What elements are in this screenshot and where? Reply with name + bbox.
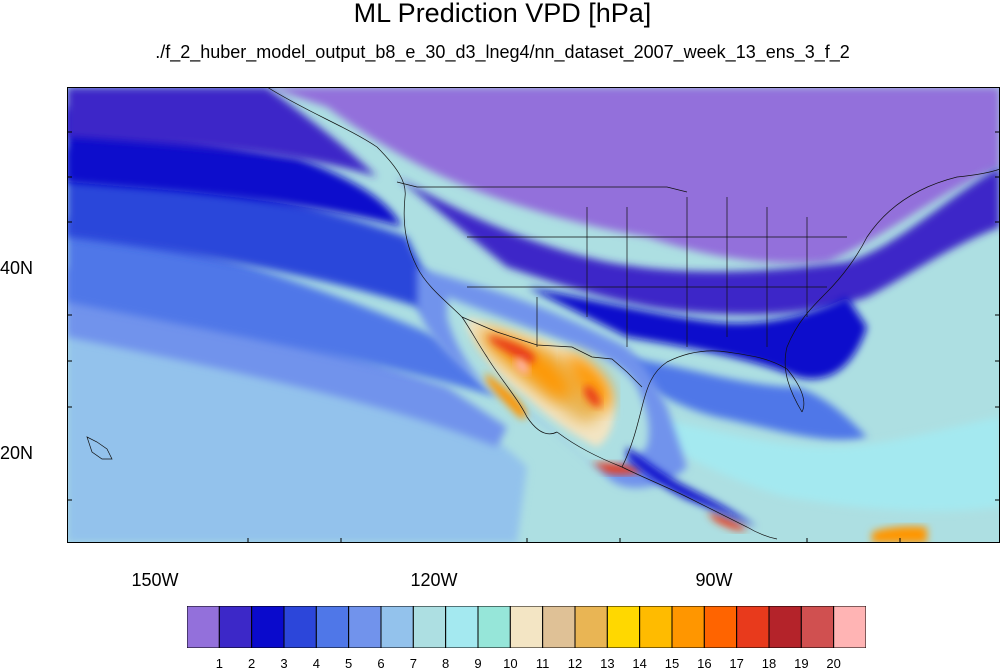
ocean-band-4 <box>67 217 497 397</box>
land-band-5 <box>627 357 867 440</box>
colorbar-tick-label: 15 <box>664 656 680 671</box>
minor-ticks <box>67 131 1000 543</box>
colorbar-swatch <box>348 606 382 648</box>
colorbar-tick-label: 11 <box>535 656 550 671</box>
colorbar-tick-label: 14 <box>632 656 647 671</box>
mexico-plateau-band <box>567 352 612 410</box>
north-high-region <box>267 87 1000 264</box>
lat-label-20n: 20N <box>0 443 34 463</box>
colorbar-tick-label: 4 <box>312 656 320 671</box>
colorbar-swatch <box>315 606 350 648</box>
colorbar-tick-label: 13 <box>600 656 615 671</box>
colorbar-tick-label: 10 <box>503 656 518 671</box>
colorbar-swatch <box>768 606 802 648</box>
land-band-3 <box>527 287 867 379</box>
map-subtitle: ./f_2_huber_model_output_b8_e_30_d3_lneg… <box>155 42 850 62</box>
lon-label-90w: 90W <box>695 570 733 590</box>
colorbar-tick-label: 6 <box>377 656 385 671</box>
lat-label-40n: 40N <box>0 258 34 278</box>
caribbean-band <box>647 417 1000 512</box>
colorbar-tick-label: 7 <box>409 656 417 671</box>
venezuela-band <box>872 526 927 543</box>
southwest-hotspot-20 <box>515 357 530 374</box>
colorbar-swatch <box>412 606 447 648</box>
colorbar-swatch <box>283 606 317 648</box>
coastlines <box>86 87 1000 540</box>
south-mexico-band <box>592 462 642 475</box>
mexico-hotspot-18 <box>584 385 601 407</box>
colorbar-swatch <box>542 606 576 648</box>
colorbar-tick-label: 18 <box>761 656 777 671</box>
colorbar-tick-label: 12 <box>567 656 583 671</box>
central-america-blue-band <box>627 447 757 527</box>
colorbar-swatch <box>606 606 641 648</box>
colorbar-swatch <box>671 606 705 648</box>
ocean-band-lowest <box>67 87 377 177</box>
colorbar-swatch <box>445 606 479 648</box>
colorbar-swatch <box>380 606 414 648</box>
colorbar-tick-label: 5 <box>345 656 353 671</box>
colorbar-tick-label: 20 <box>826 656 841 671</box>
baja-band <box>485 372 527 419</box>
colorbar-tick-label: 17 <box>729 656 744 671</box>
colorbar-tick-label: 8 <box>442 656 450 671</box>
colorbar-tick-label: 16 <box>697 656 712 671</box>
colorbar-swatch <box>251 606 285 648</box>
colorbar-swatch <box>800 606 835 648</box>
colorbar-swatch <box>187 606 220 648</box>
colorbar-swatch <box>574 606 608 648</box>
colorbar-tick-label: 19 <box>794 656 809 671</box>
central-america-band <box>707 512 747 531</box>
land-band-2 <box>397 167 1000 315</box>
colorbar-tick-label: 1 <box>215 656 223 671</box>
colorbar-swatch <box>639 606 673 648</box>
vpd-map <box>67 87 1000 543</box>
lon-label-120w: 120W <box>410 570 458 590</box>
colorbar-tick-label: 2 <box>248 656 256 671</box>
colorbar-swatch <box>477 606 511 648</box>
colorbar-swatch <box>703 606 738 648</box>
colorbar <box>187 606 866 648</box>
colorbar-swatch <box>509 606 544 648</box>
colorbar-swatch <box>218 606 253 648</box>
colorbar-swatch <box>736 606 770 648</box>
map-title: ML Prediction VPD [hPa] <box>353 0 652 28</box>
southwest-hotspot-18 <box>487 335 535 364</box>
colorbar-swatch <box>833 606 866 648</box>
colorbar-tick-label: 3 <box>280 656 288 671</box>
lon-label-150w: 150W <box>131 570 179 590</box>
colorbar-tick-label: 9 <box>474 656 482 671</box>
